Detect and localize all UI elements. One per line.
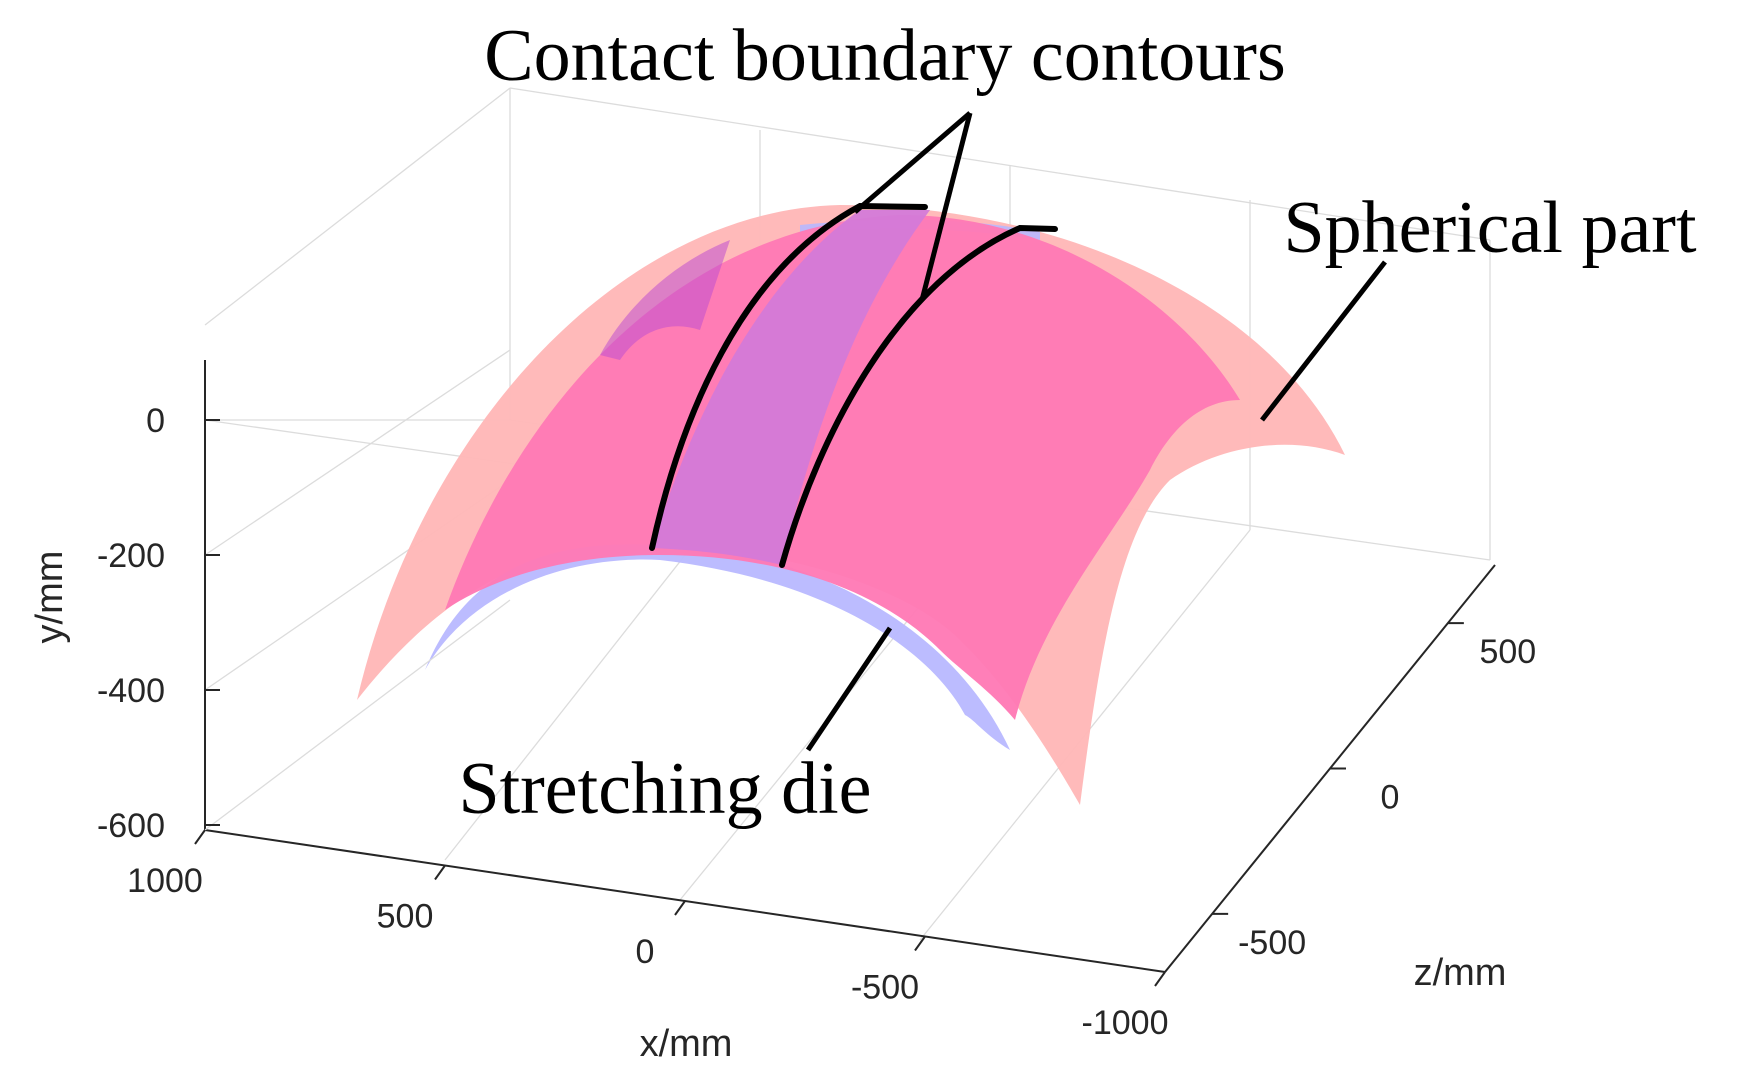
z-ticks: 500 0 -500: [1212, 622, 1536, 962]
x-tick-mark: [914, 935, 926, 952]
y-tick-label: 0: [146, 402, 165, 440]
leader-spherical-part: [1260, 260, 1387, 422]
x-tick-label: -1000: [1082, 1004, 1169, 1042]
y-tick-label: -600: [97, 807, 165, 845]
contact-boundary-contours: [649, 202, 1058, 568]
x-tick-mark: [674, 900, 686, 916]
y-ticks: 0 -200 -400 -600: [97, 402, 220, 845]
leader-contour-2: [919, 112, 973, 301]
x-axis-label: x/mm: [640, 1023, 733, 1065]
contour-left: [649, 202, 928, 551]
x-tick-mark: [434, 864, 446, 881]
x-tick-label: 1000: [127, 862, 203, 900]
y-tick-label: -200: [97, 537, 165, 575]
z-tick-label: 500: [1479, 633, 1536, 671]
x-tick-mark: [1154, 971, 1166, 987]
leader-contour-1: [853, 111, 972, 214]
z-axis-label: z/mm: [1414, 952, 1507, 994]
leader-lines: [805, 111, 1387, 752]
y-tick-label: -400: [97, 672, 165, 710]
contact-band: [600, 210, 930, 565]
contact-region: [445, 215, 1240, 720]
leader-stretching-die: [805, 626, 893, 752]
annotation-stretching-die: Stretching die: [458, 748, 871, 830]
x-tick-label: -500: [851, 969, 919, 1007]
x-tick-mark: [194, 829, 206, 845]
contour-right: [779, 224, 1058, 568]
y-axis-label: y/mm: [29, 551, 71, 644]
x-tick-label: 500: [377, 898, 434, 936]
x-ticks: 1000 500 0 -500 -1000: [127, 829, 1169, 1042]
x-tick-label: 0: [636, 933, 655, 971]
z-tick-label: 0: [1381, 779, 1400, 817]
z-tick-label: -500: [1238, 924, 1306, 962]
annotation-contact-boundary-contours: Contact boundary contours: [484, 15, 1286, 97]
annotation-spherical-part: Spherical part: [1284, 187, 1697, 269]
